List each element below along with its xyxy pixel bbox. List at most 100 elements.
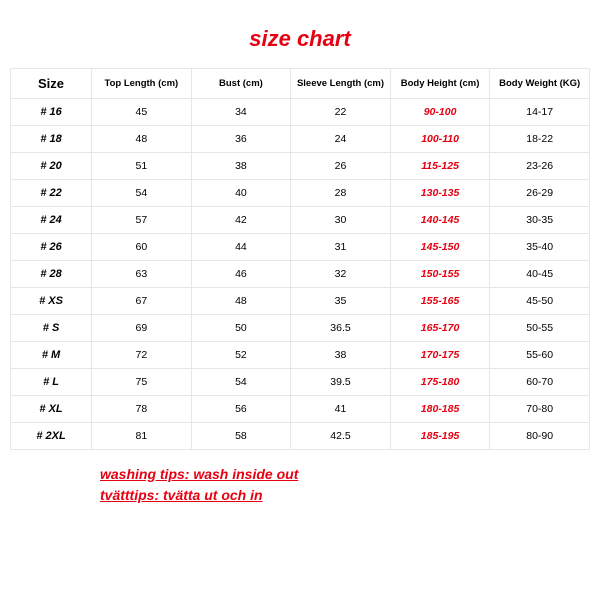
cell: 51 xyxy=(92,153,192,180)
table-row: # 2XL815842.5185-19580-90 xyxy=(11,423,590,450)
cell: 34 xyxy=(191,99,291,126)
cell: 100-110 xyxy=(390,126,490,153)
cell: 69 xyxy=(92,315,192,342)
cell: 24 xyxy=(291,126,391,153)
table-row: # S695036.5165-17050-55 xyxy=(11,315,590,342)
size-label: # 22 xyxy=(11,180,92,207)
cell: 130-135 xyxy=(390,180,490,207)
cell: 38 xyxy=(291,342,391,369)
cell: 54 xyxy=(191,369,291,396)
cell: 30 xyxy=(291,207,391,234)
cell: 55-60 xyxy=(490,342,590,369)
cell: 150-155 xyxy=(390,261,490,288)
cell: 45 xyxy=(92,99,192,126)
size-table: Size Top Length (cm) Bust (cm) Sleeve Le… xyxy=(10,68,590,450)
cell: 115-125 xyxy=(390,153,490,180)
table-row: # M725238170-17555-60 xyxy=(11,342,590,369)
size-label: # 2XL xyxy=(11,423,92,450)
table-row: # 22544028130-13526-29 xyxy=(11,180,590,207)
cell: 185-195 xyxy=(390,423,490,450)
size-label: # 18 xyxy=(11,126,92,153)
cell: 145-150 xyxy=(390,234,490,261)
size-label: # XS xyxy=(11,288,92,315)
cell: 40-45 xyxy=(490,261,590,288)
table-row: # 20513826115-12523-26 xyxy=(11,153,590,180)
col-header: Top Length (cm) xyxy=(92,69,192,99)
cell: 175-180 xyxy=(390,369,490,396)
cell: 35 xyxy=(291,288,391,315)
size-label: # 24 xyxy=(11,207,92,234)
tip-line: tvätttips: tvätta ut och in xyxy=(100,485,590,506)
size-label: # 28 xyxy=(11,261,92,288)
cell: 22 xyxy=(291,99,391,126)
table-row: # 18483624100-11018-22 xyxy=(11,126,590,153)
cell: 155-165 xyxy=(390,288,490,315)
cell: 14-17 xyxy=(490,99,590,126)
table-row: # 1645342290-10014-17 xyxy=(11,99,590,126)
col-header: Sleeve Length (cm) xyxy=(291,69,391,99)
cell: 165-170 xyxy=(390,315,490,342)
size-label: # M xyxy=(11,342,92,369)
col-header: Body Weight (KG) xyxy=(490,69,590,99)
cell: 48 xyxy=(191,288,291,315)
table-row: # XL785641180-18570-80 xyxy=(11,396,590,423)
cell: 78 xyxy=(92,396,192,423)
cell: 26 xyxy=(291,153,391,180)
cell: 48 xyxy=(92,126,192,153)
cell: 67 xyxy=(92,288,192,315)
size-label: # 26 xyxy=(11,234,92,261)
cell: 40 xyxy=(191,180,291,207)
cell: 28 xyxy=(291,180,391,207)
size-label: # XL xyxy=(11,396,92,423)
cell: 46 xyxy=(191,261,291,288)
table-row: # 28634632150-15540-45 xyxy=(11,261,590,288)
cell: 52 xyxy=(191,342,291,369)
cell: 38 xyxy=(191,153,291,180)
col-header: Bust (cm) xyxy=(191,69,291,99)
table-row: # XS674835155-16545-50 xyxy=(11,288,590,315)
table-row: # 24574230140-14530-35 xyxy=(11,207,590,234)
cell: 90-100 xyxy=(390,99,490,126)
col-header: Body Height (cm) xyxy=(390,69,490,99)
cell: 50-55 xyxy=(490,315,590,342)
cell: 36 xyxy=(191,126,291,153)
cell: 70-80 xyxy=(490,396,590,423)
table-row: # 26604431145-15035-40 xyxy=(11,234,590,261)
cell: 45-50 xyxy=(490,288,590,315)
washing-tips: washing tips: wash inside out tvätttips:… xyxy=(100,464,590,506)
cell: 58 xyxy=(191,423,291,450)
table-row: # L755439.5175-18060-70 xyxy=(11,369,590,396)
cell: 23-26 xyxy=(490,153,590,180)
cell: 81 xyxy=(92,423,192,450)
cell: 41 xyxy=(291,396,391,423)
cell: 18-22 xyxy=(490,126,590,153)
cell: 39.5 xyxy=(291,369,391,396)
cell: 36.5 xyxy=(291,315,391,342)
cell: 56 xyxy=(191,396,291,423)
size-label: # 16 xyxy=(11,99,92,126)
cell: 44 xyxy=(191,234,291,261)
cell: 80-90 xyxy=(490,423,590,450)
cell: 75 xyxy=(92,369,192,396)
cell: 30-35 xyxy=(490,207,590,234)
cell: 42 xyxy=(191,207,291,234)
size-label: # L xyxy=(11,369,92,396)
cell: 60-70 xyxy=(490,369,590,396)
cell: 60 xyxy=(92,234,192,261)
size-label: # S xyxy=(11,315,92,342)
col-header: Size xyxy=(11,69,92,99)
cell: 72 xyxy=(92,342,192,369)
chart-title: size chart xyxy=(10,26,590,52)
cell: 31 xyxy=(291,234,391,261)
cell: 42.5 xyxy=(291,423,391,450)
size-label: # 20 xyxy=(11,153,92,180)
cell: 180-185 xyxy=(390,396,490,423)
cell: 170-175 xyxy=(390,342,490,369)
cell: 140-145 xyxy=(390,207,490,234)
cell: 35-40 xyxy=(490,234,590,261)
cell: 63 xyxy=(92,261,192,288)
table-header-row: Size Top Length (cm) Bust (cm) Sleeve Le… xyxy=(11,69,590,99)
cell: 57 xyxy=(92,207,192,234)
cell: 50 xyxy=(191,315,291,342)
tip-line: washing tips: wash inside out xyxy=(100,464,590,485)
